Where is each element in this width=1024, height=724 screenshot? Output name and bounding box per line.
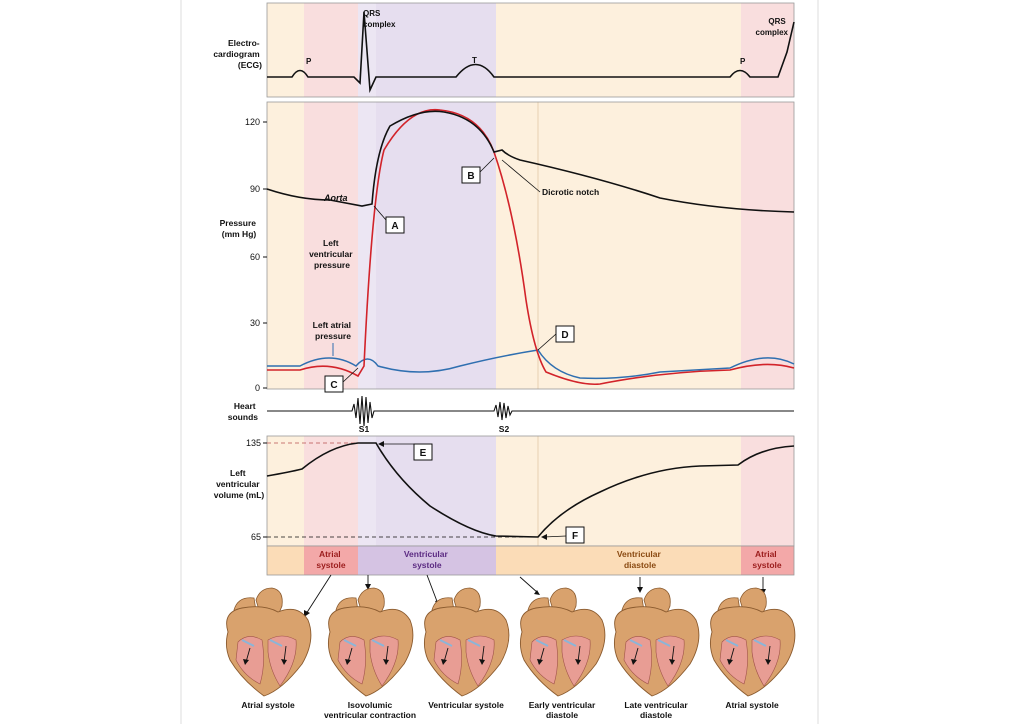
left-atrial-pressure-curve (267, 349, 795, 380)
marker-c-label: C (330, 380, 337, 391)
heart-illustrations: Atrial systole Isovolumic ventricular cont… (225, 587, 796, 720)
heart-6: Atrial systole (709, 587, 796, 710)
pressure-tick-90: 90 (250, 184, 260, 194)
ecg-title: Electro- cardiogram (ECG) (213, 38, 262, 70)
heart-caption-5: Late ventricular diastole (624, 700, 688, 720)
heart-3: Ventricular systole (423, 587, 510, 710)
heart-sounds-title: Heart sounds (228, 401, 258, 422)
dicrotic-notch-label: Dicrotic notch (542, 187, 599, 197)
ecg-trace (267, 11, 795, 94)
volume-band-isovolumic (358, 436, 376, 546)
ecg-t-wave-label: T (472, 56, 477, 65)
pressure-tick-0: 0 (255, 383, 260, 393)
heart-caption-1: Atrial systole (241, 700, 295, 710)
pressure-frame (266, 101, 795, 390)
heart-2: Isovolumic ventricular contraction (324, 587, 416, 720)
volume-band-atrial (304, 436, 358, 546)
ecg-band-systole (376, 3, 496, 97)
marker-d-label: D (561, 330, 568, 341)
phase-bg-systole (358, 546, 496, 575)
phase-bg-atrial-2 (741, 546, 794, 575)
pressure-y-axis: 0 30 60 90 120 (245, 117, 267, 393)
phase-bg-atrial (304, 546, 358, 575)
ecg-frame (266, 2, 795, 98)
ventricular-volume-curve (266, 442, 795, 538)
la-pressure-label: Left atrial pressure (313, 320, 354, 341)
marker-a: A (373, 205, 405, 234)
ecg-panel: Electro- cardiogram (ECG) P T P QRS comp… (213, 2, 795, 98)
pressure-band-atrial-2 (741, 102, 794, 389)
heart-4: Early ventricular diastole (519, 587, 606, 720)
heart-caption-3: Ventricular systole (428, 700, 504, 710)
marker-e-label: E (420, 448, 427, 459)
marker-d: D (537, 325, 575, 351)
pressure-tick-30: 30 (250, 318, 260, 328)
heart-sounds-strip: Heart sounds S1 S2 (228, 395, 794, 434)
ecg-qrs-label: QRS complex (363, 9, 396, 29)
heart-1: Atrial systole (225, 587, 312, 710)
marker-f: F (541, 526, 585, 544)
dicrotic-leader (501, 159, 541, 193)
pressure-tick-60: 60 (250, 252, 260, 262)
aorta-pressure-curve (266, 110, 795, 213)
heart-caption-4: Early ventricular diastole (529, 700, 596, 720)
phase-bar: Atrial systole Ventricular systole Ventr… (266, 545, 795, 576)
pressure-band-isovolumic (358, 102, 376, 389)
s1-label: S1 (359, 424, 370, 434)
marker-c: C (324, 367, 359, 393)
ecg-band-atrial (304, 3, 358, 97)
volume-band-atrial-2 (741, 436, 794, 546)
lv-pressure-label: Left ventricular pressure (309, 238, 355, 270)
marker-a-label: A (391, 221, 398, 232)
volume-axis-title: Left ventricular volume (mL) (214, 468, 265, 500)
pressure-axis-title: Pressure (mm Hg) (220, 218, 259, 239)
pressure-tick-120: 120 (245, 117, 260, 127)
volume-panel: 135 65 Left ventricular volume (mL) E F (214, 435, 795, 547)
pressure-band-atrial (304, 102, 358, 389)
marker-b: B (461, 157, 495, 184)
heart-sounds-trace (267, 395, 794, 427)
phase-atrial-systole-2: Atrial systole (752, 549, 782, 570)
phase-frame (266, 545, 795, 576)
aorta-label: Aorta (323, 193, 348, 203)
ecg-p-wave-label-2: P (740, 57, 746, 66)
heart-5: Late ventricular diastole (613, 587, 700, 720)
phase-ventricular-diastole: Ventricular diastole (617, 549, 663, 570)
volume-tick-65: 65 (251, 532, 261, 542)
heart-caption-6: Atrial systole (725, 700, 779, 710)
marker-f-label: F (572, 531, 578, 542)
ecg-band-atrial-2 (741, 3, 794, 97)
volume-band-systole (376, 436, 496, 546)
volume-tick-135: 135 (246, 438, 261, 448)
ecg-qrs-label-2: QRS complex (756, 17, 789, 37)
pressure-band-systole (376, 102, 496, 389)
s2-label: S2 (499, 424, 510, 434)
ecg-p-wave-label: P (306, 57, 312, 66)
phase-ventricular-systole: Ventricular systole (404, 549, 450, 570)
left-ventricular-pressure-curve (267, 108, 795, 386)
pressure-panel: 0 30 60 90 120 Pressure (mm Hg) Aorta Le… (220, 101, 795, 393)
marker-b-label: B (467, 171, 474, 182)
heart-caption-2: Isovolumic ventricular contraction (324, 700, 416, 720)
marker-e: E (378, 441, 433, 461)
phase-atrial-systole: Atrial systole (316, 549, 346, 570)
